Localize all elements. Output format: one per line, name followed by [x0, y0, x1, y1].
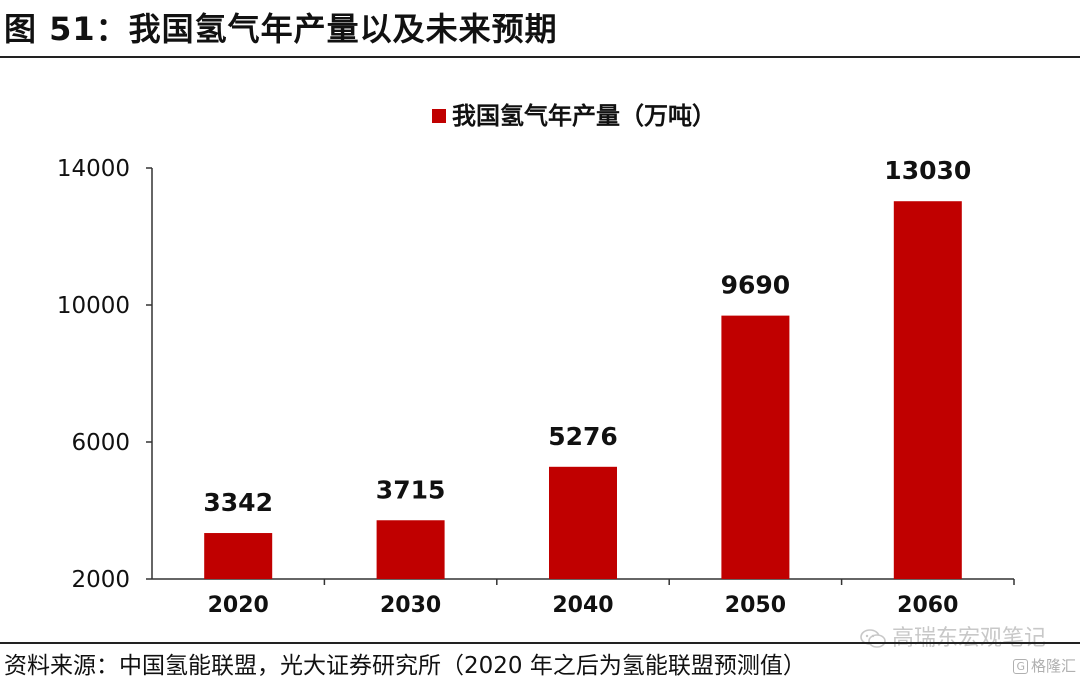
y-tick-label: 10000	[57, 293, 130, 319]
bar	[549, 466, 617, 579]
legend-label: 我国氢气年产量（万吨）	[452, 102, 716, 130]
data-label: 3715	[376, 475, 446, 504]
data-label: 3342	[203, 488, 273, 517]
title-divider	[0, 56, 1080, 58]
corner-text: 格隆汇	[1030, 657, 1076, 675]
bar	[204, 533, 273, 579]
y-tick-label: 2000	[71, 567, 130, 593]
x-tick-label: 2040	[552, 593, 613, 618]
bar	[376, 520, 445, 579]
data-label: 5276	[548, 422, 618, 451]
corner-logo: G	[1013, 659, 1028, 674]
x-tick-label: 2020	[208, 593, 269, 618]
x-tick-label: 2050	[725, 593, 786, 618]
bar-chart: 我国氢气年产量（万吨） 2000 6000 10000 14000 3342 2020 371…	[57, 102, 1015, 618]
corner-watermark: G 格隆汇	[1013, 655, 1076, 676]
source-note: 资料来源：中国氢能联盟，光大证券研究所（2020 年之后为氢能联盟预测值）	[4, 653, 806, 679]
figure-title: 图 51：我国氢气年产量以及未来预期	[4, 10, 558, 48]
y-tick-label: 6000	[71, 430, 130, 456]
x-tick-label: 2030	[380, 593, 441, 618]
bar	[721, 315, 790, 579]
watermark: 高瑞东宏观笔记	[860, 620, 1046, 652]
source-divider	[0, 642, 1080, 644]
watermark-text: 高瑞东宏观笔记	[891, 626, 1046, 651]
bar	[893, 201, 962, 579]
data-label: 9690	[721, 271, 791, 300]
y-tick-label: 14000	[57, 156, 130, 182]
data-label: 13030	[884, 156, 971, 185]
x-tick-label: 2060	[897, 593, 958, 618]
wechat-icon	[860, 629, 886, 648]
legend-swatch	[432, 109, 446, 123]
